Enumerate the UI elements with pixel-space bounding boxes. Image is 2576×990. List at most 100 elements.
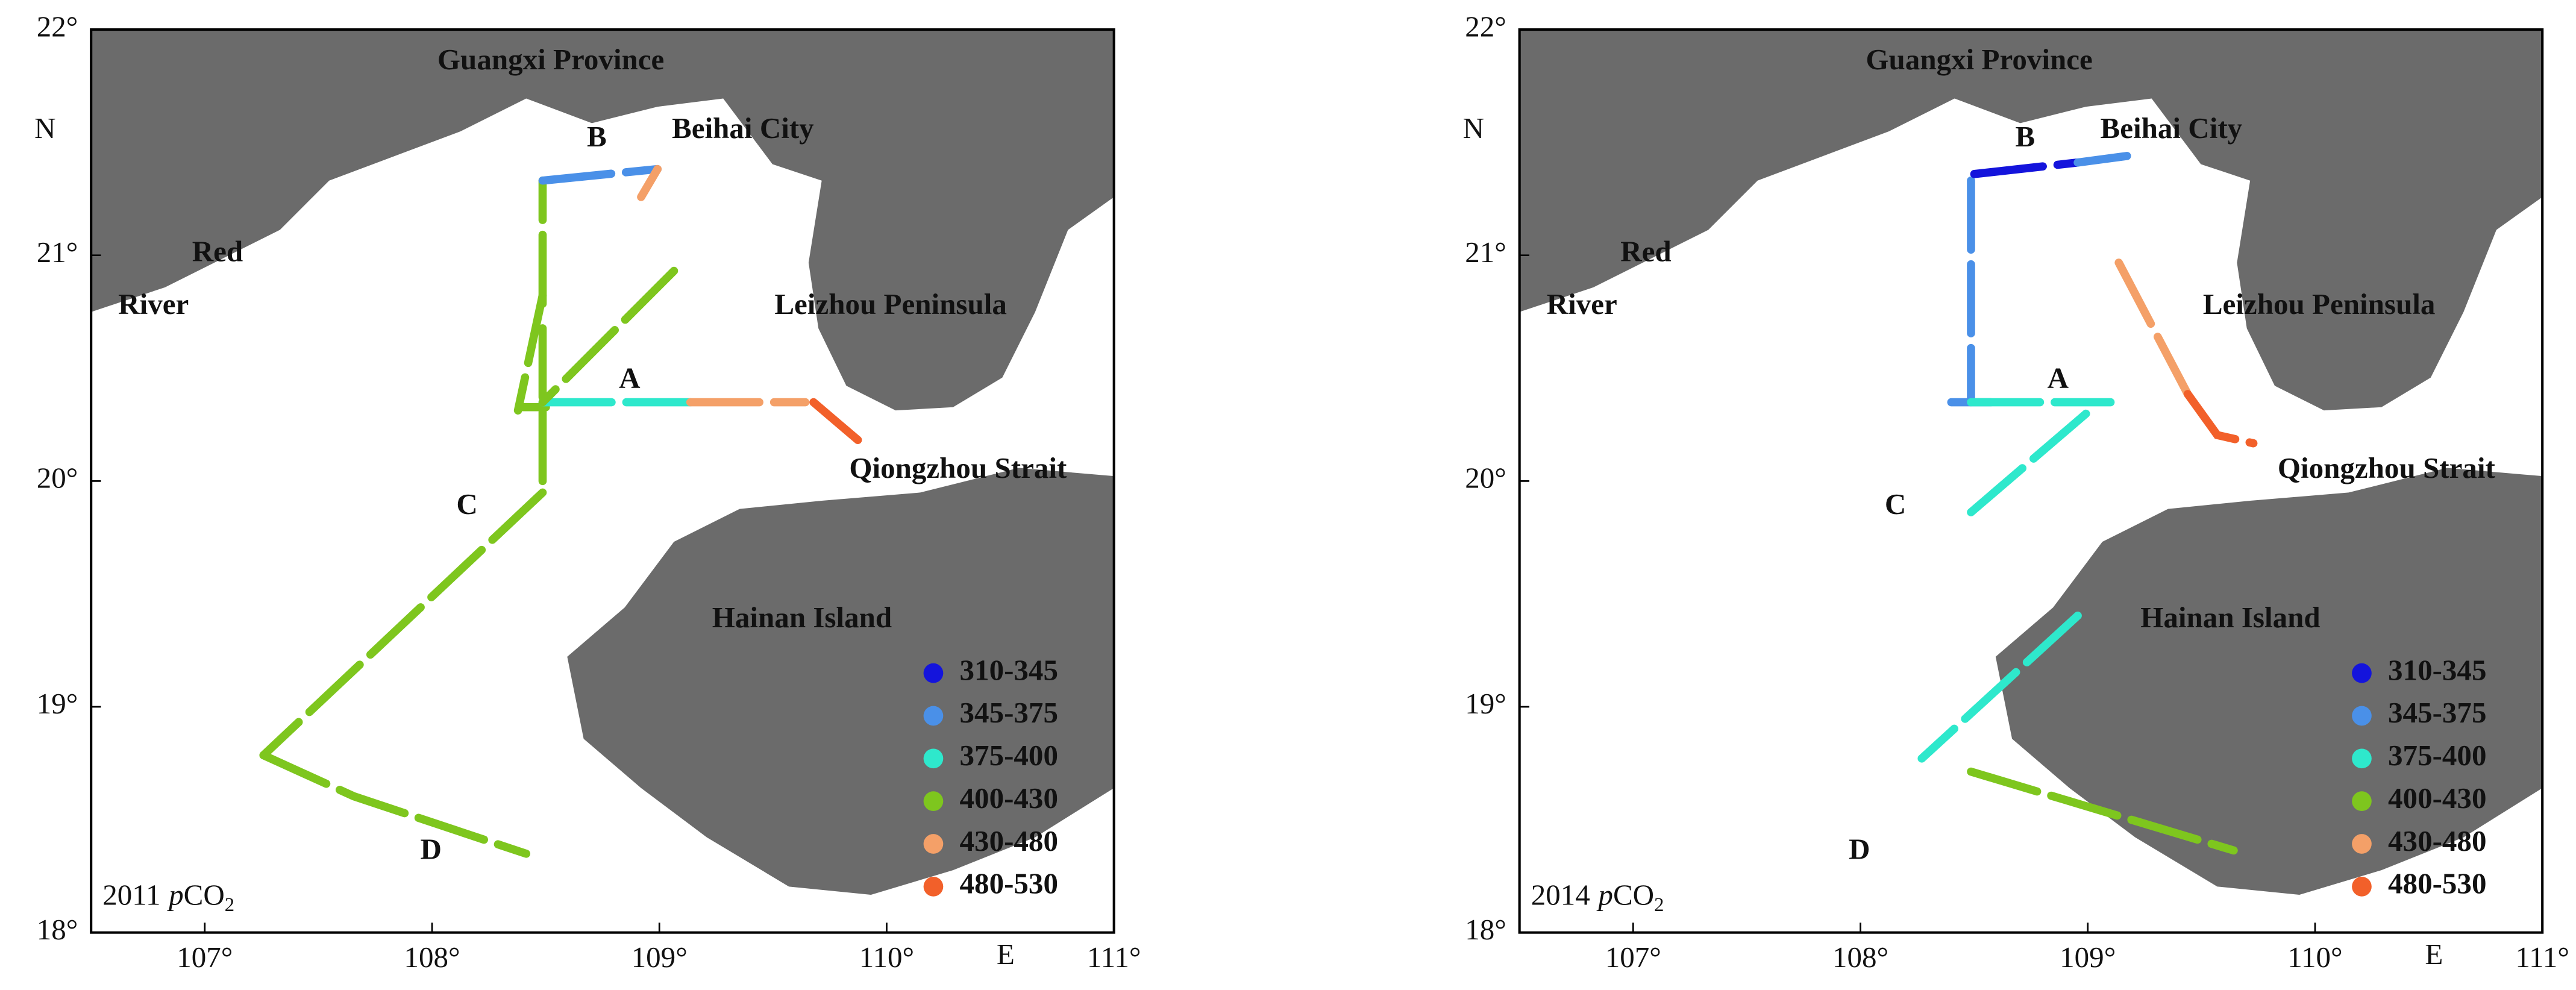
land-hainan <box>1995 468 2543 895</box>
east-label: E <box>997 938 1015 971</box>
survey-track <box>637 164 662 201</box>
survey-track <box>538 164 662 185</box>
legend-swatch <box>923 663 944 683</box>
survey-track <box>2183 390 2258 448</box>
legend-label: 480-530 <box>960 867 1058 900</box>
panel-var-base: CO <box>1613 879 1654 912</box>
legend-label: 375-400 <box>2388 739 2486 772</box>
panel-year: 2011 <box>102 879 160 912</box>
lon-tick-label: 108° <box>404 941 460 974</box>
place-label: Guangxi Province <box>1866 43 2092 76</box>
place-label: River <box>1547 287 1617 321</box>
panel-var-sub: 2 <box>1654 894 1664 916</box>
panel-year: 2014 <box>1531 879 1590 912</box>
panel-var-sub: 2 <box>225 894 234 916</box>
place-label: Hainan Island <box>712 601 892 634</box>
legend-swatch <box>923 706 944 726</box>
lat-tick-label: 20° <box>1465 462 1506 495</box>
lat-tick-label: 21° <box>37 236 78 269</box>
survey-track <box>2114 258 2192 398</box>
lat-tick-label: 18° <box>37 913 78 946</box>
lon-tick-label: 107° <box>177 941 233 974</box>
legend-label: 375-400 <box>960 739 1058 772</box>
place-label: Hainan Island <box>2140 601 2320 634</box>
survey-track <box>2073 152 2131 167</box>
legend-label: 400-430 <box>960 782 1058 815</box>
place-label: Beihai City <box>672 111 814 145</box>
lon-tick-label: 108° <box>1832 941 1888 974</box>
place-label: A <box>619 361 641 394</box>
lon-tick-label: 107° <box>1605 941 1661 974</box>
lat-tick-label: 20° <box>37 462 78 495</box>
lon-tick-label: 111° <box>1087 941 1141 974</box>
panel-label: 2014 pCO2 <box>1531 879 1664 916</box>
lat-tick-label: 19° <box>37 687 78 720</box>
place-label: C <box>1885 487 1906 521</box>
panel-label: 2011 pCO2 <box>102 879 234 916</box>
land-mainland <box>91 30 1114 411</box>
survey-track <box>259 751 531 858</box>
legend-label: 400-430 <box>2388 782 2486 815</box>
place-label: Leizhou Peninsula <box>774 287 1007 321</box>
place-label: Guangxi Province <box>437 43 664 76</box>
legend-swatch <box>923 791 944 812</box>
place-label: D <box>420 832 441 865</box>
survey-track <box>538 266 678 407</box>
survey-track <box>1967 409 2090 516</box>
survey-track <box>259 488 547 760</box>
legend-label: 430-480 <box>2388 824 2486 857</box>
place-label: River <box>118 287 189 321</box>
panel-var-italic: p <box>167 879 184 912</box>
legend-swatch <box>2352 706 2372 726</box>
place-label: Leizhou Peninsula <box>2203 287 2436 321</box>
survey-track <box>1970 158 2082 178</box>
panel-var-base: CO <box>184 879 225 912</box>
legend-swatch <box>923 748 944 769</box>
lon-tick-label: 111° <box>2515 941 2569 974</box>
east-label: E <box>2425 938 2443 971</box>
place-label: D <box>1849 832 1870 865</box>
legend-swatch <box>2352 663 2372 683</box>
lat-tick-label: 22° <box>37 10 78 43</box>
lat-tick-label: 18° <box>1465 913 1506 946</box>
legend-label: 430-480 <box>960 824 1058 857</box>
legend-label: 310-345 <box>960 653 1058 686</box>
survey-track <box>1967 767 2238 855</box>
legend-label: 310-345 <box>2388 653 2486 686</box>
place-label: Qiongzhou Strait <box>2278 451 2496 484</box>
place-label: Red <box>1620 235 1671 268</box>
place-label: Qiongzhou Strait <box>849 451 1067 484</box>
north-label: N <box>34 111 55 145</box>
lat-tick-label: 19° <box>1465 687 1506 720</box>
survey-track <box>1917 611 2082 763</box>
map-panel: 18° 19° 20° 21° 22° 107° 108° 109° 110° 111° N E Gua… <box>34 10 1141 974</box>
lat-tick-label: 21° <box>1465 236 1506 269</box>
place-label: Red <box>192 235 243 268</box>
map-panel: 18° 19° 20° 21° 22° 107° 108° 109° 110° 111° N E Gua… <box>1463 10 2569 974</box>
place-label: B <box>2016 120 2035 153</box>
place-label: A <box>2048 361 2069 394</box>
land-hainan <box>567 468 1114 895</box>
place-label: C <box>456 487 477 521</box>
lon-tick-label: 109° <box>2060 941 2116 974</box>
survey-track <box>513 291 547 415</box>
legend-swatch <box>923 876 944 897</box>
place-label: Beihai City <box>2101 111 2243 145</box>
lon-tick-label: 109° <box>631 941 688 974</box>
legend-label: 480-530 <box>2388 867 2486 900</box>
land-mainland <box>1519 30 2543 411</box>
legend-swatch <box>2352 876 2372 897</box>
lat-tick-label: 22° <box>1465 10 1506 43</box>
panel-var-italic: p <box>1596 879 1613 912</box>
legend-label: 345-375 <box>2388 696 2486 729</box>
north-label: N <box>1463 111 1484 145</box>
legend-label: 345-375 <box>960 696 1058 729</box>
lon-tick-label: 110° <box>859 941 914 974</box>
place-label: B <box>587 120 607 153</box>
legend-swatch <box>2352 748 2372 769</box>
legend-swatch <box>2352 834 2372 854</box>
lon-tick-label: 110° <box>2287 941 2342 974</box>
legend-swatch <box>923 834 944 854</box>
survey-track <box>809 398 862 445</box>
